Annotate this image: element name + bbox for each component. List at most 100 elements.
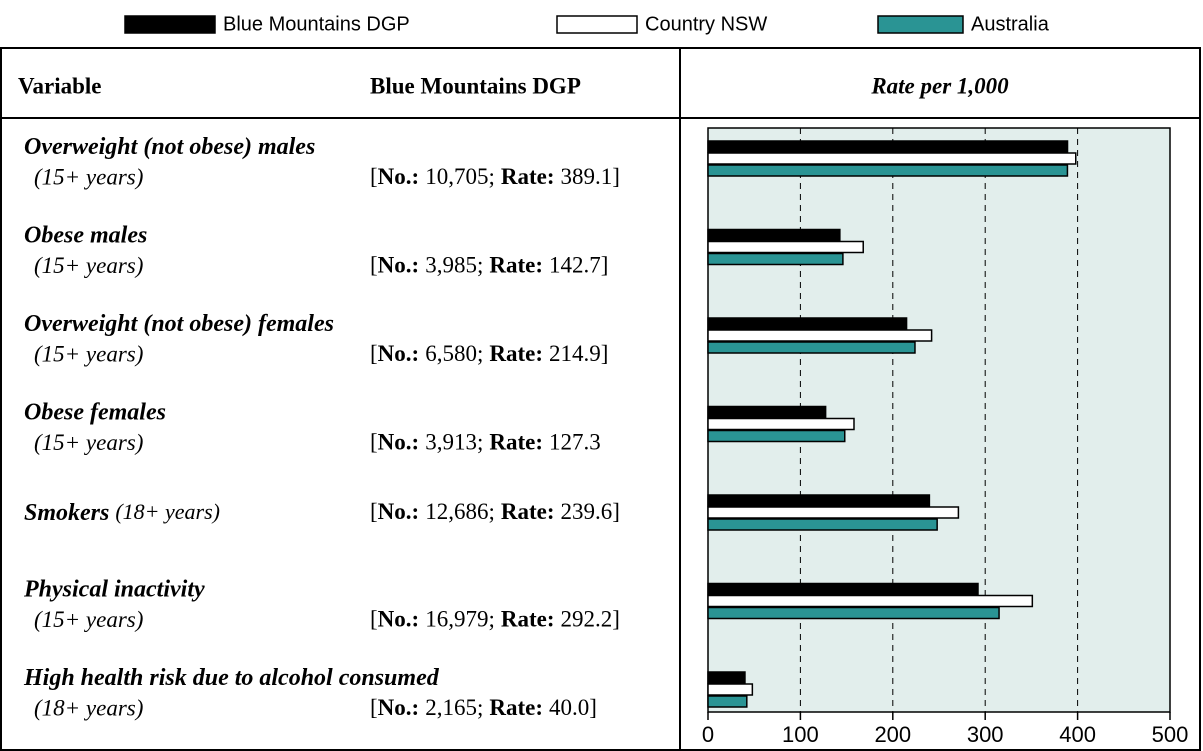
bracket: [ xyxy=(370,164,378,189)
no-value: 3,913 xyxy=(425,430,477,455)
row-name-text: Overweight (not obese) males xyxy=(24,134,315,160)
separator: ; xyxy=(488,164,494,189)
bracket: [ xyxy=(370,430,378,455)
bar xyxy=(707,140,1069,153)
table-border xyxy=(0,47,1201,751)
legend-label: Australia xyxy=(971,13,1050,35)
bar xyxy=(707,494,931,507)
x-tick-label: 400 xyxy=(1059,722,1096,747)
row-name-text: Physical inactivity xyxy=(23,576,205,602)
rate-value: 214.9 xyxy=(549,341,601,366)
row-name: Overweight (not obese) females xyxy=(24,311,334,337)
bracket: ] xyxy=(601,341,609,366)
separator: ; xyxy=(477,695,483,720)
no-value: 16,979 xyxy=(425,607,488,632)
bar xyxy=(707,695,748,708)
rate-value: 40.0 xyxy=(549,695,589,720)
no-label: No.: xyxy=(378,499,420,524)
legend-swatch xyxy=(124,15,216,34)
row-name: Smokers (18+ years) xyxy=(24,499,220,525)
x-tick-label: 300 xyxy=(967,722,1004,747)
bar xyxy=(707,518,938,531)
rate-label: Rate: xyxy=(489,253,543,278)
row-details: [No.: 10,705; Rate: 389.1] xyxy=(370,164,620,189)
rate-label: Rate: xyxy=(489,430,543,455)
bracket: ] xyxy=(612,607,620,632)
bar xyxy=(707,341,916,354)
row-age: (15+ years) xyxy=(34,253,143,278)
legend-swatch xyxy=(556,15,638,34)
row-details: [No.: 3,985; Rate: 142.7] xyxy=(370,253,608,278)
x-tick-label: 0 xyxy=(702,722,714,747)
separator: ; xyxy=(477,430,483,455)
bar xyxy=(707,329,933,342)
rate-label: Rate: xyxy=(489,695,543,720)
bracket: ] xyxy=(589,695,597,720)
no-label: No.: xyxy=(378,607,420,632)
header-rate: Rate per 1,000 xyxy=(870,73,1009,98)
bar xyxy=(707,405,827,419)
row-details: [No.: 12,686; Rate: 239.6] xyxy=(370,499,620,524)
row-name-text: Obese males xyxy=(24,222,147,248)
row-details: [No.: 6,580; Rate: 214.9] xyxy=(370,341,608,366)
row-name-text: Smokers xyxy=(24,500,109,526)
header-variable: Variable xyxy=(18,73,102,98)
no-value: 3,985 xyxy=(425,253,477,278)
bar xyxy=(707,164,1069,177)
row-name-text: High health risk due to alcohol consumed xyxy=(23,665,440,691)
header-region: Blue Mountains DGP xyxy=(370,73,581,98)
separator: ; xyxy=(488,607,494,632)
x-tick-label: 200 xyxy=(874,722,911,747)
no-label: No.: xyxy=(378,253,420,278)
bracket: [ xyxy=(370,499,378,524)
no-label: No.: xyxy=(378,430,420,455)
row-name-text: Overweight (not obese) females xyxy=(24,311,334,337)
row-age: (18+ years) xyxy=(34,695,143,720)
bracket: [ xyxy=(370,607,378,632)
legend-label: Country NSW xyxy=(645,13,767,35)
row-details: [No.: 16,979; Rate: 292.2] xyxy=(370,607,620,632)
row-name: Obese females xyxy=(24,399,166,425)
bar xyxy=(707,252,844,266)
rate-label: Rate: xyxy=(501,499,555,524)
row-age: (15+ years) xyxy=(34,164,143,189)
row-age: (15+ years) xyxy=(34,430,143,455)
bar xyxy=(707,683,754,696)
separator: ; xyxy=(477,253,483,278)
rate-value: 142.7 xyxy=(549,253,601,278)
row-name: High health risk due to alcohol consumed xyxy=(23,665,440,691)
no-value: 12,686 xyxy=(425,499,488,524)
row-name: Physical inactivity xyxy=(23,576,205,602)
bracket: [ xyxy=(370,253,378,278)
x-tick-label: 500 xyxy=(1152,722,1189,747)
row-age: (15+ years) xyxy=(34,341,143,366)
legend-label: Blue Mountains DGP xyxy=(223,13,410,35)
no-value: 10,705 xyxy=(425,164,488,189)
rate-value: 292.2 xyxy=(560,607,612,632)
bar xyxy=(707,228,841,242)
rate-label: Rate: xyxy=(501,164,555,189)
bar xyxy=(707,506,960,519)
bar xyxy=(707,594,1034,608)
bar xyxy=(707,317,908,330)
no-label: No.: xyxy=(378,341,420,366)
row-age: (15+ years) xyxy=(34,607,143,632)
rate-value: 127.3 xyxy=(549,430,601,455)
row-name: Overweight (not obese) males xyxy=(24,134,315,160)
rate-value: 389.1 xyxy=(560,164,612,189)
bracket: ] xyxy=(612,164,620,189)
no-label: No.: xyxy=(378,164,420,189)
row-name-text: Obese females xyxy=(24,399,166,425)
no-label: No.: xyxy=(378,695,420,720)
row-details: [No.: 3,913; Rate: 127.3 xyxy=(370,430,601,455)
rate-value: 239.6 xyxy=(560,499,612,524)
bar xyxy=(707,240,864,254)
bracket: ] xyxy=(601,253,609,278)
bar xyxy=(707,606,1000,620)
row-age: (18+ years) xyxy=(115,499,220,524)
bracket: [ xyxy=(370,695,378,720)
no-value: 6,580 xyxy=(425,341,477,366)
row-name: Obese males xyxy=(24,222,147,248)
bar xyxy=(707,429,846,443)
